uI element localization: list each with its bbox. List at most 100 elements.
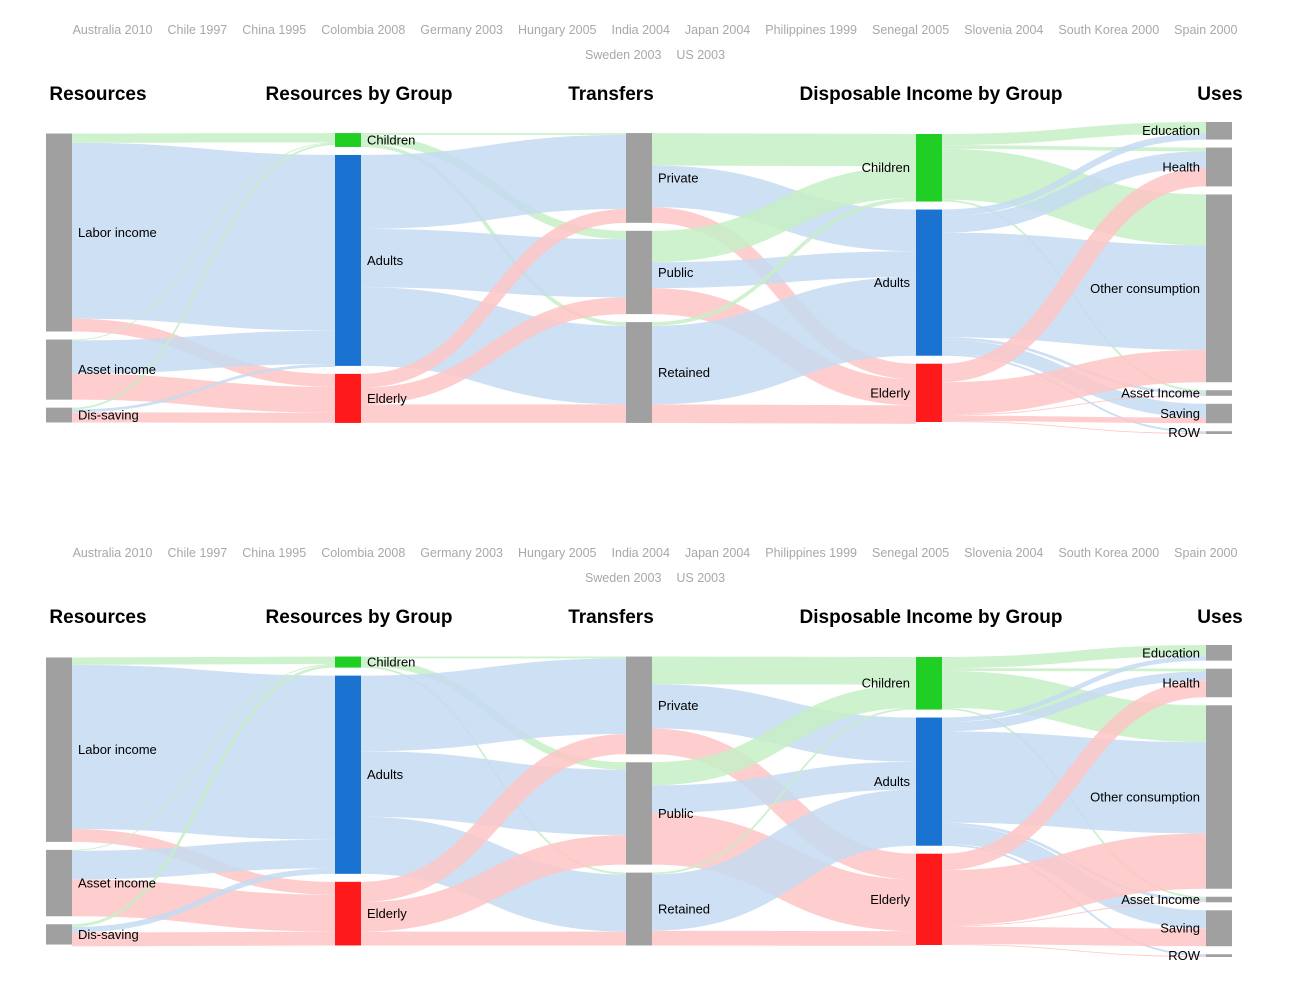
- country-link-hungary-2005[interactable]: Hungary 2005: [517, 546, 597, 560]
- flow-dc-to-education[interactable]: [941, 122, 1207, 146]
- flow-private-to-dc[interactable]: [651, 133, 917, 167]
- flow-asset-to-rc[interactable]: [71, 663, 336, 851]
- country-link-germany-2003[interactable]: Germany 2003: [420, 23, 503, 37]
- node-row[interactable]: [1206, 431, 1232, 434]
- country-link-senegal-2005[interactable]: Senegal 2005: [872, 23, 950, 37]
- node-ra[interactable]: [335, 675, 361, 874]
- flow-public-to-dc[interactable]: [651, 684, 917, 786]
- flow-de-to-health[interactable]: [941, 167, 1207, 383]
- node-dissave[interactable]: [46, 407, 72, 423]
- flow-de-to-other[interactable]: [941, 349, 1207, 415]
- flow-public-to-da[interactable]: [651, 761, 917, 813]
- node-rc[interactable]: [335, 656, 361, 668]
- flow-labor-to-ra[interactable]: [71, 142, 336, 331]
- node-private[interactable]: [626, 656, 652, 755]
- node-rc[interactable]: [335, 133, 361, 147]
- flow-retained-to-da[interactable]: [651, 277, 917, 405]
- country-link-philippines-1999[interactable]: Philippines 1999: [765, 546, 857, 560]
- flow-public-to-dc[interactable]: [651, 166, 917, 263]
- node-uasset[interactable]: [1206, 896, 1232, 903]
- flow-de-to-other[interactable]: [941, 833, 1207, 926]
- node-asset[interactable]: [46, 339, 72, 400]
- flow-de-to-row[interactable]: [941, 421, 1207, 434]
- node-labor[interactable]: [46, 657, 72, 842]
- country-link-australia-2010[interactable]: Australia 2010: [72, 23, 153, 37]
- flow-da-to-education[interactable]: [941, 133, 1207, 217]
- country-link-colombia-2008[interactable]: Colombia 2008: [321, 546, 406, 560]
- flow-da-to-health[interactable]: [941, 671, 1207, 732]
- flow-private-to-de[interactable]: [651, 728, 917, 880]
- flow-dissave-to-re[interactable]: [71, 931, 336, 947]
- flow-dissave-to-rc[interactable]: [71, 143, 336, 410]
- flow-dc-to-education[interactable]: [941, 644, 1207, 669]
- country-link-sweden-2003[interactable]: Sweden 2003: [584, 48, 662, 62]
- flow-da-to-health[interactable]: [941, 151, 1207, 233]
- node-retained[interactable]: [626, 322, 652, 423]
- flow-de-to-saving[interactable]: [941, 926, 1207, 947]
- country-link-us-2003[interactable]: US 2003: [676, 48, 726, 62]
- node-asset[interactable]: [46, 849, 72, 917]
- country-link-sweden-2003[interactable]: Sweden 2003: [584, 571, 662, 585]
- flow-asset-to-re[interactable]: [71, 879, 336, 932]
- country-link-senegal-2005[interactable]: Senegal 2005: [872, 546, 950, 560]
- flow-retained-to-da[interactable]: [651, 789, 917, 931]
- node-dissave[interactable]: [46, 924, 72, 945]
- node-uasset[interactable]: [1206, 390, 1232, 396]
- country-link-colombia-2008[interactable]: Colombia 2008: [321, 23, 406, 37]
- country-link-china-1995[interactable]: China 1995: [242, 546, 307, 560]
- country-link-japan-2004[interactable]: Japan 2004: [684, 23, 751, 37]
- flow-ra-to-private[interactable]: [360, 134, 627, 229]
- node-dc[interactable]: [916, 134, 942, 202]
- country-link-slovenia-2004[interactable]: Slovenia 2004: [964, 546, 1044, 560]
- country-link-us-2003[interactable]: US 2003: [676, 571, 726, 585]
- node-saving[interactable]: [1206, 403, 1232, 424]
- node-da[interactable]: [916, 717, 942, 846]
- flow-dissave-to-rc[interactable]: [71, 664, 336, 928]
- flow-labor-to-ra[interactable]: [71, 664, 336, 840]
- node-other[interactable]: [1206, 705, 1232, 889]
- flow-dissave-to-ra[interactable]: [71, 364, 336, 413]
- node-health[interactable]: [1206, 147, 1232, 187]
- flow-asset-to-ra[interactable]: [71, 839, 336, 880]
- flow-re-to-private[interactable]: [360, 208, 627, 388]
- node-ra[interactable]: [335, 154, 361, 366]
- flow-da-to-education[interactable]: [941, 656, 1207, 723]
- country-link-hungary-2005[interactable]: Hungary 2005: [517, 23, 597, 37]
- country-link-slovenia-2004[interactable]: Slovenia 2004: [964, 23, 1044, 37]
- country-link-australia-2010[interactable]: Australia 2010: [72, 546, 153, 560]
- country-link-philippines-1999[interactable]: Philippines 1999: [765, 23, 857, 37]
- flow-asset-to-ra[interactable]: [71, 330, 336, 374]
- flow-dc-to-other[interactable]: [941, 670, 1207, 743]
- node-other[interactable]: [1206, 194, 1232, 383]
- country-link-chile-1997[interactable]: Chile 1997: [167, 546, 228, 560]
- flow-de-to-row[interactable]: [941, 944, 1207, 958]
- flow-re-to-private[interactable]: [360, 733, 627, 903]
- flow-de-to-saving[interactable]: [941, 415, 1207, 424]
- country-link-spain-2000[interactable]: Spain 2000: [1174, 23, 1238, 37]
- node-da[interactable]: [916, 209, 942, 356]
- flow-de-to-health[interactable]: [941, 680, 1207, 871]
- flow-dc-to-health[interactable]: [941, 668, 1207, 672]
- node-public[interactable]: [626, 762, 652, 865]
- flow-de-to-uasset[interactable]: [941, 901, 1207, 927]
- country-link-india-2004[interactable]: India 2004: [611, 23, 670, 37]
- flow-de-to-uasset[interactable]: [941, 394, 1207, 416]
- node-health[interactable]: [1206, 668, 1232, 698]
- node-labor[interactable]: [46, 133, 72, 332]
- flow-retained-to-dc[interactable]: [651, 197, 917, 326]
- node-re[interactable]: [335, 373, 361, 423]
- node-saving[interactable]: [1206, 910, 1232, 947]
- country-link-south-korea-2000[interactable]: South Korea 2000: [1058, 23, 1160, 37]
- flow-dissave-to-ra[interactable]: [71, 868, 336, 933]
- flow-ra-to-private[interactable]: [360, 658, 627, 752]
- node-row[interactable]: [1206, 954, 1232, 957]
- flow-re-to-public[interactable]: [360, 297, 627, 405]
- flow-retained-to-dc[interactable]: [651, 707, 917, 875]
- country-link-chile-1997[interactable]: Chile 1997: [167, 23, 228, 37]
- flow-retained-to-de[interactable]: [651, 404, 917, 424]
- flow-public-to-da[interactable]: [651, 251, 917, 289]
- node-education[interactable]: [1206, 122, 1232, 140]
- flow-ra-to-public[interactable]: [360, 228, 627, 298]
- country-link-spain-2000[interactable]: Spain 2000: [1174, 546, 1238, 560]
- flow-dc-to-health[interactable]: [941, 145, 1207, 152]
